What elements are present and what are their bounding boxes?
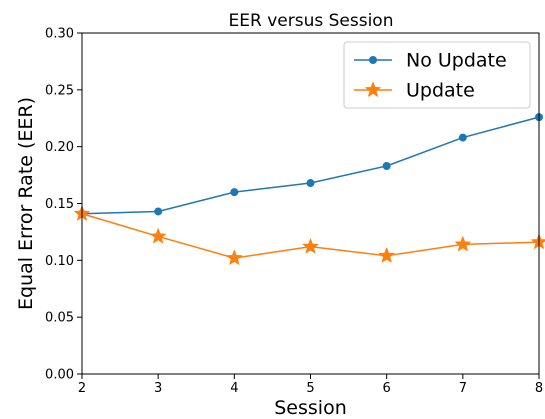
plot-area: 0.00 0.05 0.10 0.15 0.20 0.25 0.30 2 3 4 5 6 7 8 [45,27,545,396]
x-tick-label: 5 [306,381,314,396]
plot-frame [81,32,540,375]
legend: No Update Update [343,41,531,109]
legend-items: No Update Update [354,50,507,102]
legend-item-update: Update [354,80,475,102]
data-point-update [226,249,243,265]
y-axis-ticks: 0.00 0.05 0.10 0.15 0.20 0.25 0.30 [45,27,82,383]
chart-title: EER versus Session [229,11,394,31]
x-tick-label: 6 [383,381,391,396]
y-tick-label: 0.25 [45,83,74,98]
data-point-no-update [458,133,467,142]
y-tick-label: 0.20 [45,140,74,155]
x-tick-label: 2 [78,381,86,396]
legend-label: Update [406,80,475,102]
legend-swatch-marker [365,81,381,97]
data-point-update [150,228,167,244]
x-tick-label: 4 [230,381,238,396]
x-axis-title: Session [274,397,347,419]
y-tick-label: 0.15 [45,197,74,212]
series-update [74,205,545,265]
series-line-no-update [81,116,540,215]
data-point-no-update [154,207,163,216]
series-line-update [81,213,540,259]
data-point-no-update [306,179,315,188]
y-tick-label: 0.10 [45,254,74,269]
data-point-no-update [382,161,391,170]
legend-item-no-update: No Update [354,50,507,72]
series-no-update [78,113,543,218]
x-tick-label: 3 [154,381,162,396]
data-point-update [302,238,319,254]
data-point-update [378,247,395,263]
y-tick-label: 0.00 [45,368,74,383]
legend-swatch-marker [369,56,377,64]
x-axis-ticks: 2 3 4 5 6 7 8 [78,374,543,396]
y-tick-label: 0.05 [45,311,74,326]
x-tick-label: 7 [459,381,467,396]
legend-box [343,41,531,109]
x-tick-label: 8 [535,381,543,396]
data-point-no-update [230,188,239,197]
series-layer [74,113,545,265]
legend-label: No Update [406,50,507,72]
y-axis-title: Equal Error Rate (EER) [15,97,37,310]
y-tick-label: 0.30 [45,27,74,42]
data-point-update [454,236,471,252]
data-point-update [531,233,545,249]
